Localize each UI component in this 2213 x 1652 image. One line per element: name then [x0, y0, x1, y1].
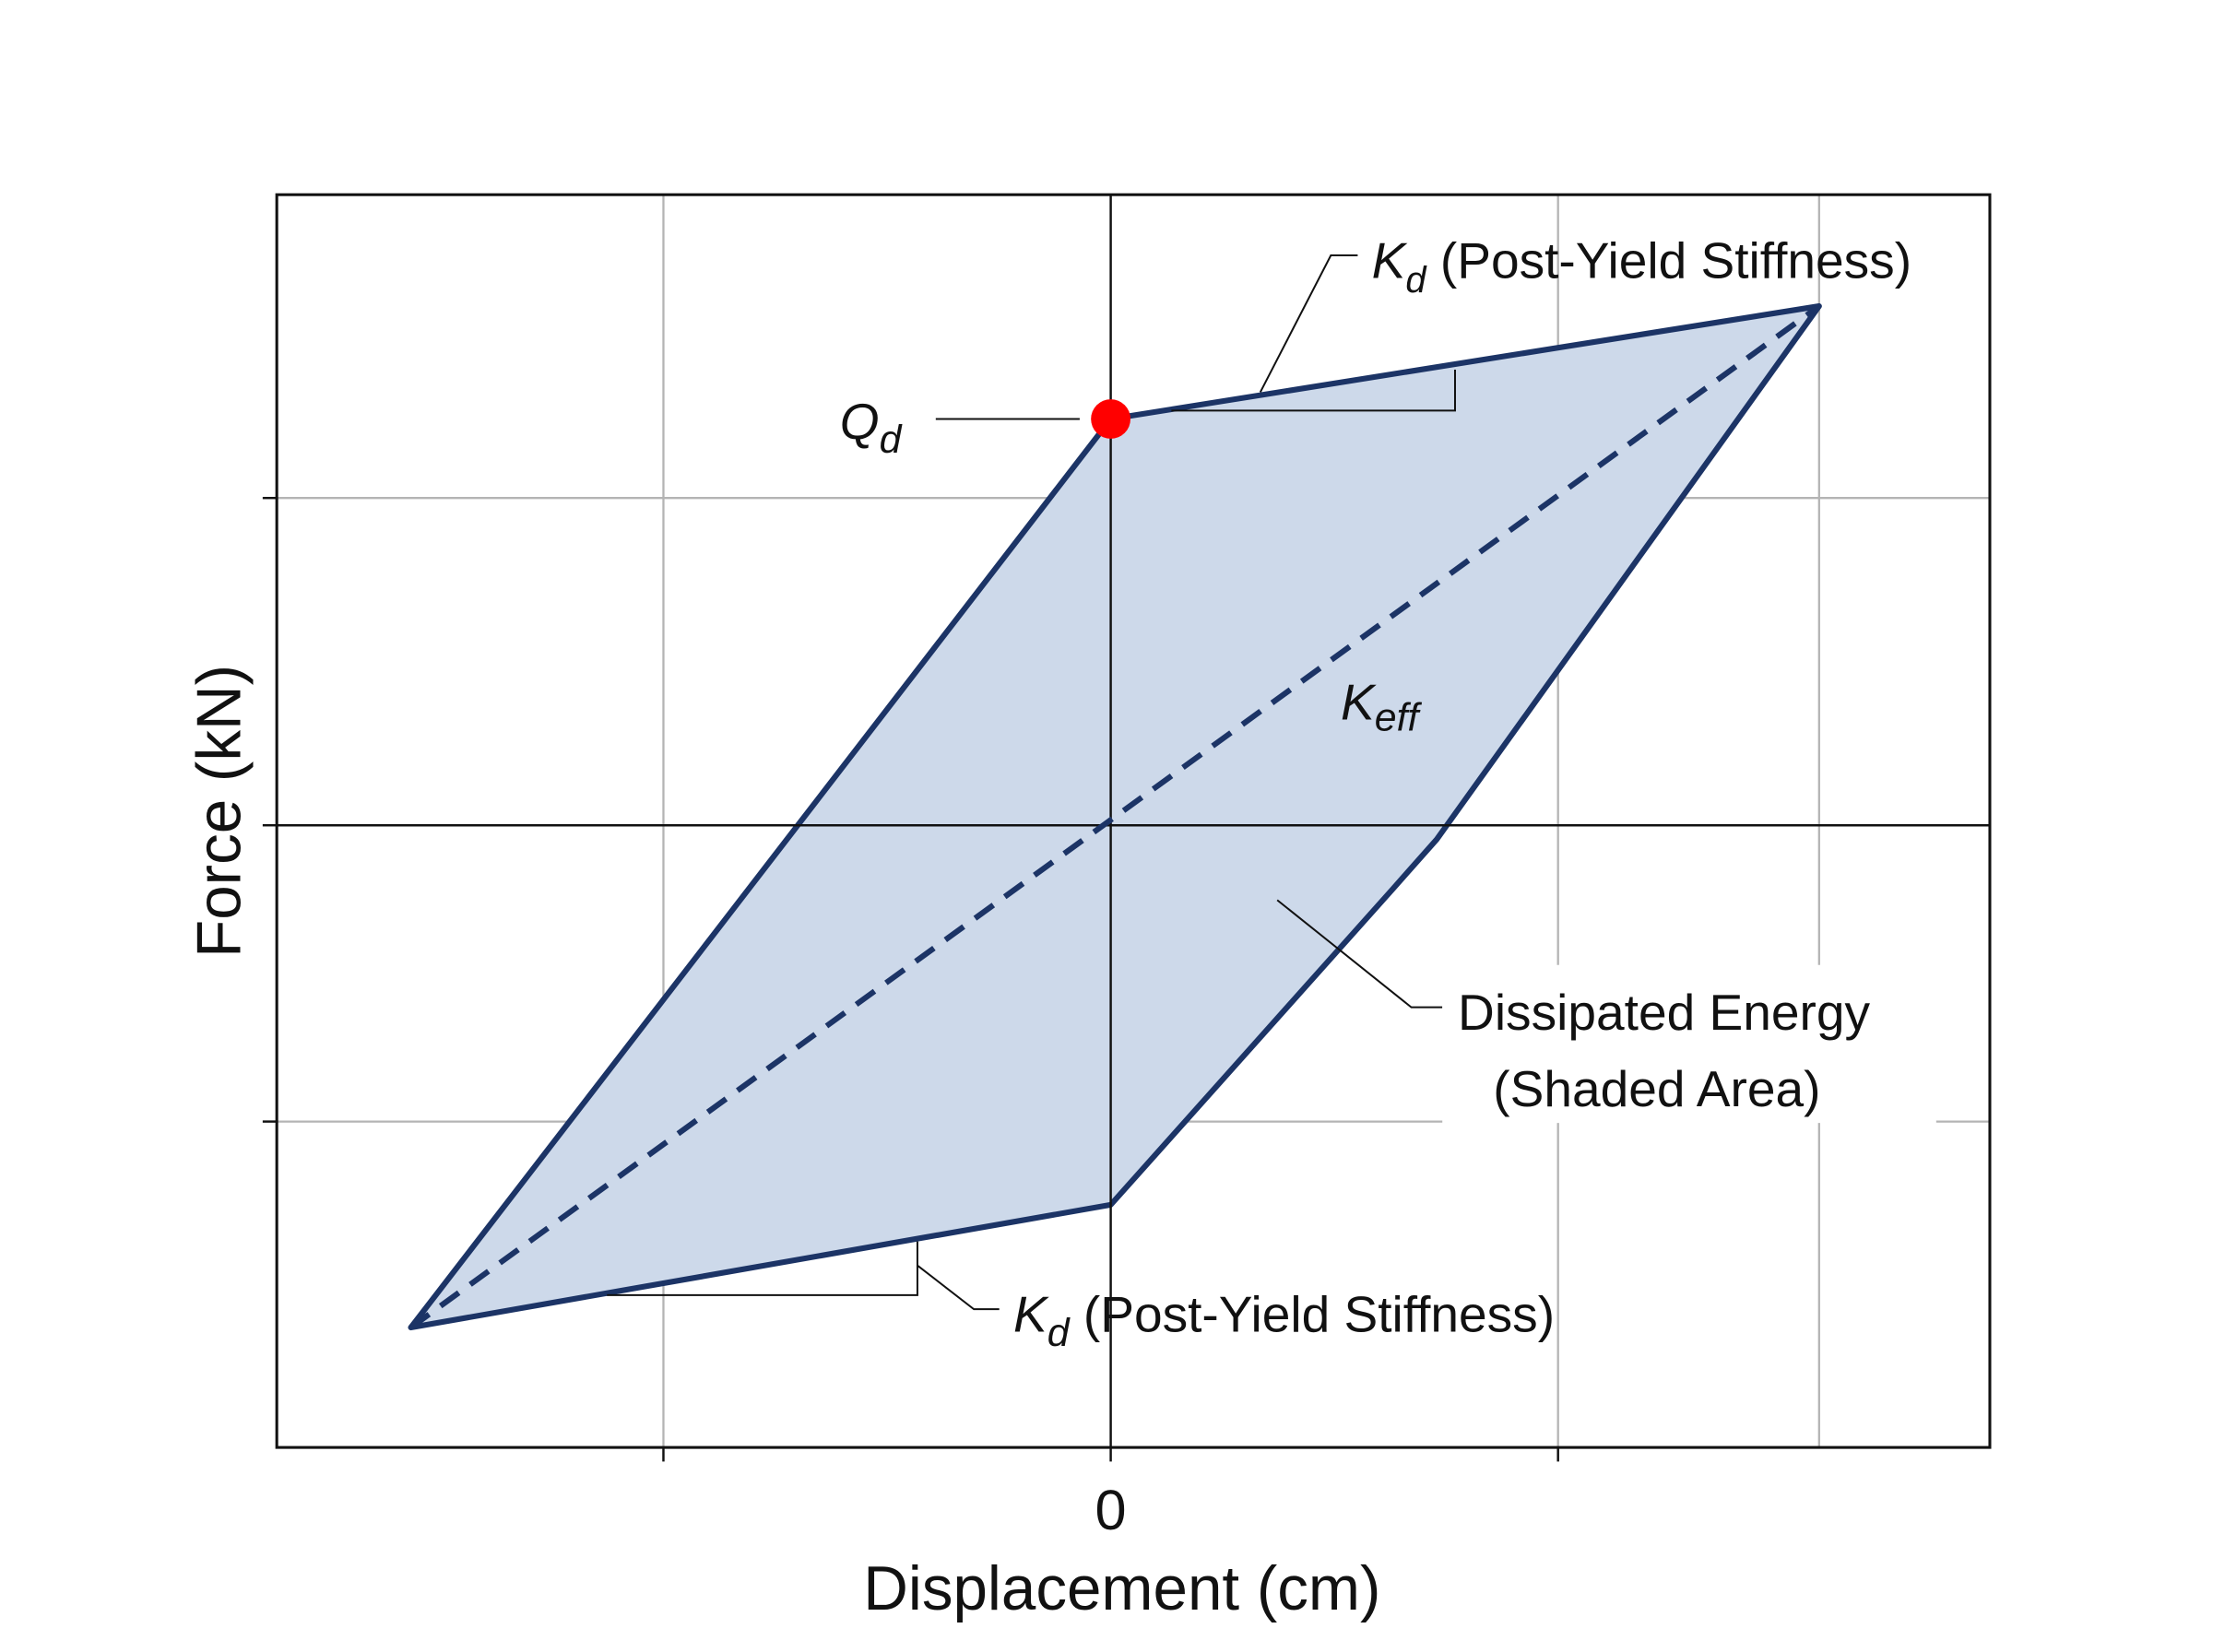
- qd-label: Qd: [840, 393, 903, 462]
- leaders: [607, 254, 1456, 1311]
- label-background: [1442, 964, 1936, 1124]
- leader-line: [1276, 899, 1443, 1009]
- dissipated-energy-label: Dissipated Energy: [1458, 984, 1870, 1041]
- slope-triangle: [1171, 369, 1456, 412]
- symbol: Q: [840, 393, 880, 450]
- symbol: K: [1372, 231, 1408, 289]
- kd-bottom-label: Kd (Post-Yield Stiffness): [1013, 1286, 1555, 1355]
- x-axis-label: Displacement (cm): [863, 1554, 1380, 1623]
- subscript: d: [1405, 260, 1427, 301]
- keff-line: [408, 303, 1821, 1330]
- symbol: K: [1341, 673, 1377, 730]
- plot-frame: [275, 193, 1992, 1449]
- slope-triangle: [607, 1241, 918, 1296]
- subscript: d: [1047, 1311, 1071, 1355]
- subscript: d: [880, 418, 903, 462]
- qd-point: [1091, 399, 1131, 439]
- leader-line: [917, 1264, 1000, 1311]
- symbol: K: [1013, 1286, 1049, 1343]
- subscript: eff: [1375, 696, 1423, 740]
- leader-line: [1259, 254, 1358, 393]
- kd-top-label: Kd (Post-Yield Stiffness): [1372, 231, 1911, 300]
- x-origin-label: 0: [1095, 1479, 1127, 1541]
- keff-label: Keff: [1341, 673, 1422, 739]
- dissipated-energy-label: (Shaded Area): [1493, 1060, 1820, 1117]
- label-text: (Post-Yield Stiffness): [1083, 1286, 1555, 1343]
- label-text: (Post-Yield Stiffness): [1440, 231, 1911, 289]
- y-axis-label: Force (kN): [184, 665, 254, 958]
